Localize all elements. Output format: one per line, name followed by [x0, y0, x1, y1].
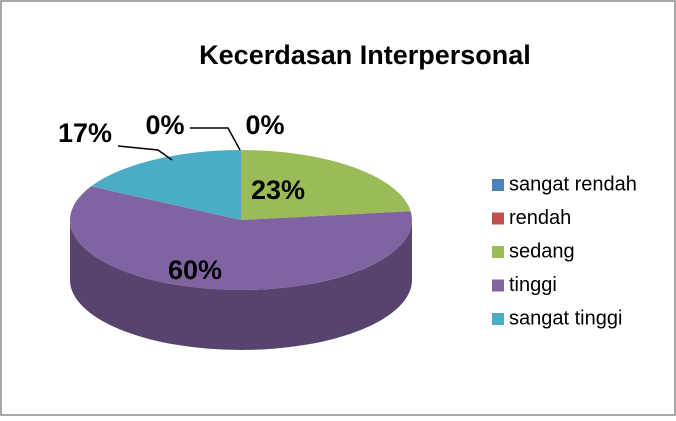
pie — [70, 150, 413, 350]
legend-label: sangat tinggi — [509, 307, 622, 329]
legend-label: tinggi — [509, 274, 557, 296]
legend-label: rendah — [509, 207, 571, 229]
slice-side — [70, 220, 412, 350]
legend-swatch — [492, 313, 504, 325]
leader-line — [190, 127, 241, 151]
slice — [91, 150, 242, 220]
data-label: 17% — [58, 118, 112, 148]
slice — [70, 186, 413, 291]
legend-swatch — [492, 212, 504, 225]
data-label: 23% — [251, 175, 305, 205]
legend-swatch — [492, 179, 504, 191]
legend-label: sangat rendah — [509, 173, 637, 195]
legend-swatch — [492, 246, 504, 258]
data-label: 60% — [168, 255, 222, 285]
legend-swatch — [492, 279, 504, 292]
slice — [241, 150, 411, 220]
data-label: 0% — [245, 110, 284, 140]
chart-title: Kecerdasan Interpersonal — [199, 40, 531, 70]
legend-label: sedang — [509, 240, 575, 262]
legend: sangat rendah rendah sedang tinggi sangat ti… — [492, 173, 637, 329]
leader-line — [117, 145, 173, 161]
data-label: 0% — [145, 110, 184, 140]
